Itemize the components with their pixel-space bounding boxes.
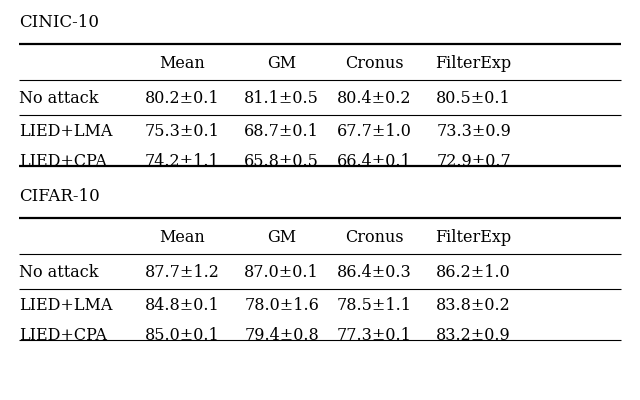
Text: 72.9±0.7: 72.9±0.7	[436, 152, 511, 170]
Text: 77.3±0.1: 77.3±0.1	[337, 326, 412, 344]
Text: Mean: Mean	[159, 54, 205, 72]
Text: 68.7±0.1: 68.7±0.1	[244, 123, 319, 140]
Text: 87.7±1.2: 87.7±1.2	[145, 264, 220, 281]
Text: 81.1±0.5: 81.1±0.5	[244, 90, 319, 107]
Text: FilterExp: FilterExp	[436, 54, 511, 72]
Text: 80.4±0.2: 80.4±0.2	[337, 90, 412, 107]
Text: No attack: No attack	[19, 264, 99, 281]
Text: 80.5±0.1: 80.5±0.1	[436, 90, 511, 107]
Text: No attack: No attack	[19, 90, 99, 107]
Text: CIFAR-10: CIFAR-10	[19, 188, 100, 205]
Text: 86.4±0.3: 86.4±0.3	[337, 264, 412, 281]
Text: Mean: Mean	[159, 228, 205, 246]
Text: GM: GM	[267, 54, 296, 72]
Text: FilterExp: FilterExp	[436, 228, 511, 246]
Text: 67.7±1.0: 67.7±1.0	[337, 123, 412, 140]
Text: 78.0±1.6: 78.0±1.6	[244, 297, 319, 314]
Text: 73.3±0.9: 73.3±0.9	[436, 123, 511, 140]
Text: GM: GM	[267, 228, 296, 246]
Text: 75.3±0.1: 75.3±0.1	[145, 123, 220, 140]
Text: 83.2±0.9: 83.2±0.9	[436, 326, 511, 344]
Text: 74.2±1.1: 74.2±1.1	[145, 152, 220, 170]
Text: 78.5±1.1: 78.5±1.1	[337, 297, 412, 314]
Text: 86.2±1.0: 86.2±1.0	[436, 264, 511, 281]
Text: CINIC-10: CINIC-10	[19, 14, 99, 31]
Text: Cronus: Cronus	[345, 228, 404, 246]
Text: 87.0±0.1: 87.0±0.1	[244, 264, 319, 281]
Text: 80.2±0.1: 80.2±0.1	[145, 90, 220, 107]
Text: 83.8±0.2: 83.8±0.2	[436, 297, 511, 314]
Text: LIED+CPA: LIED+CPA	[19, 152, 107, 170]
Text: 65.8±0.5: 65.8±0.5	[244, 152, 319, 170]
Text: 84.8±0.1: 84.8±0.1	[145, 297, 220, 314]
Text: LIED+CPA: LIED+CPA	[19, 326, 107, 344]
Text: LIED+LMA: LIED+LMA	[19, 123, 113, 140]
Text: Cronus: Cronus	[345, 54, 404, 72]
Text: 79.4±0.8: 79.4±0.8	[244, 326, 319, 344]
Text: LIED+LMA: LIED+LMA	[19, 297, 113, 314]
Text: 66.4±0.1: 66.4±0.1	[337, 152, 412, 170]
Text: 85.0±0.1: 85.0±0.1	[145, 326, 220, 344]
